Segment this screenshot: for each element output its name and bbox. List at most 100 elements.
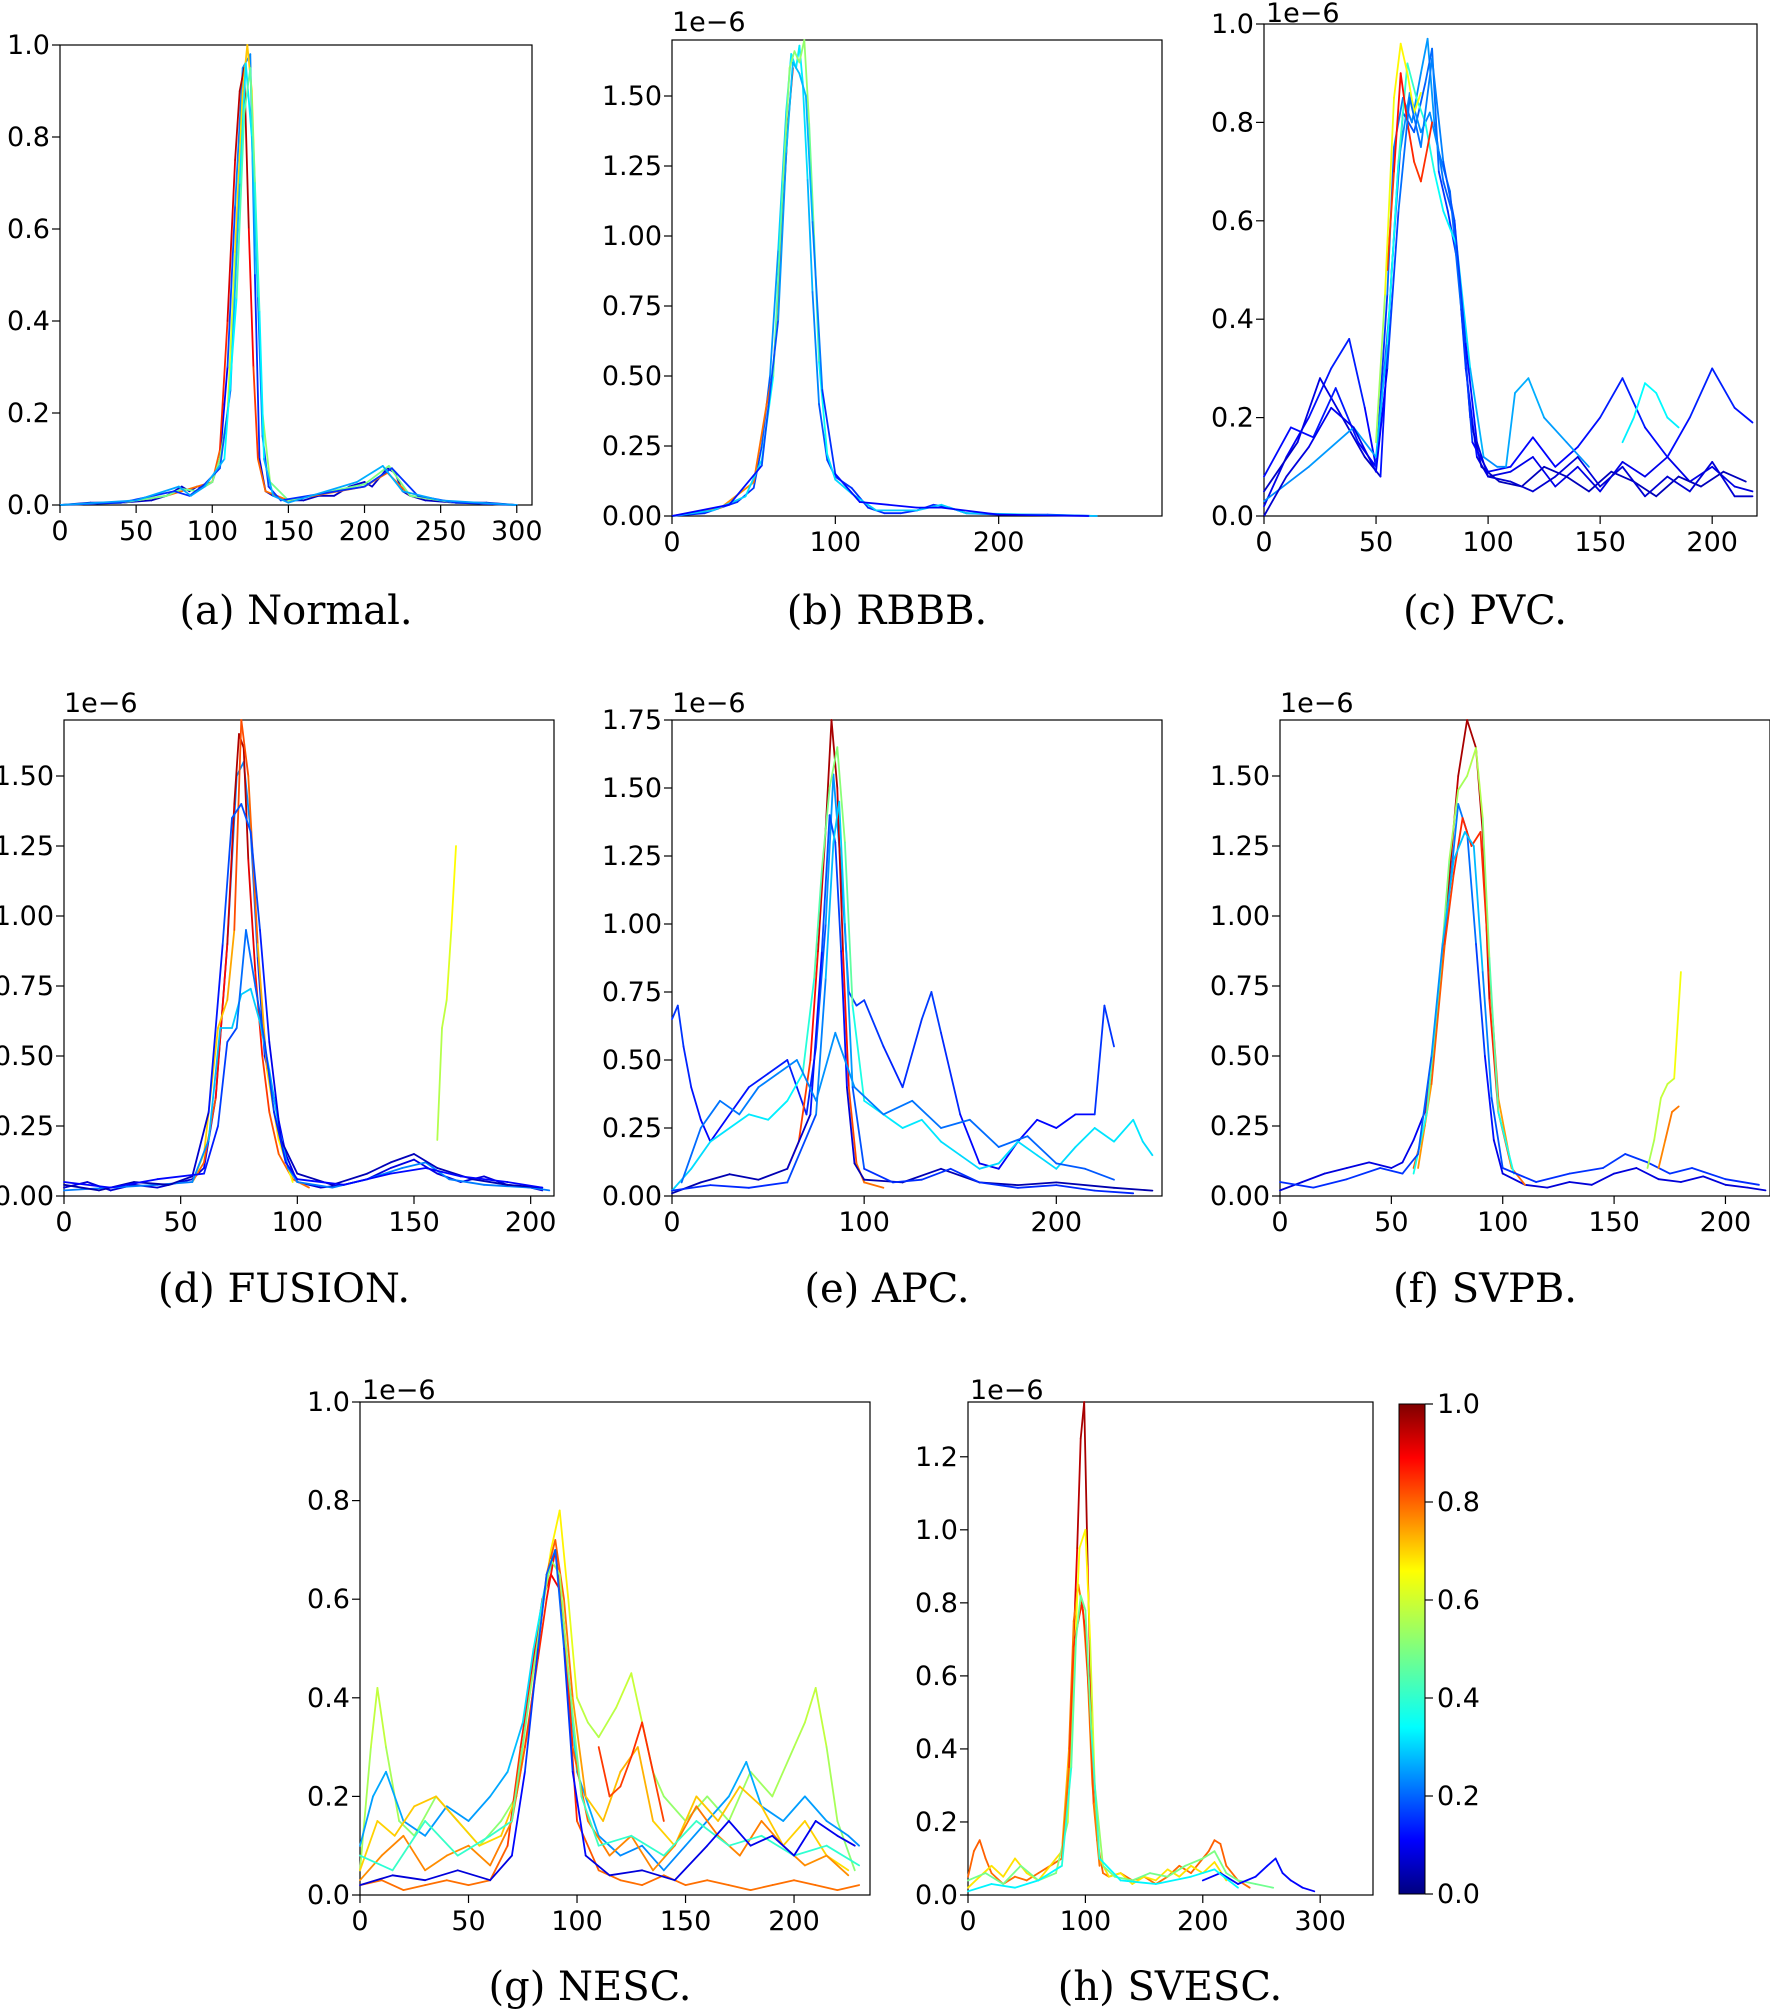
x-tick-label: 200	[339, 516, 391, 547]
trace-segment-h-5-11	[1119, 1879, 1157, 1885]
trace-segment-e-0-8	[767, 1059, 789, 1075]
trace-segment-h-0-26	[1178, 1864, 1192, 1874]
trace-segment-h-0-0	[967, 1850, 975, 1878]
trace-segment-d-1-4	[233, 733, 240, 805]
trace-segment-g-1-23	[771, 1879, 795, 1886]
trace-segment-g-3-21	[695, 1795, 719, 1822]
trace-segment-a-4-12	[272, 494, 290, 504]
trace-segment-e-0-19	[901, 1018, 923, 1089]
trace-segment-c-1-11	[1437, 170, 1449, 212]
trace-segment-c-6-9	[1420, 57, 1433, 148]
trace-segment-f-4-14	[1535, 1172, 1571, 1183]
trace-segment-e-4-5	[776, 1059, 798, 1075]
trace-segment-d-6-2	[445, 929, 453, 1001]
trace-segment-g-3-19	[652, 1820, 676, 1847]
trace-segment-f-3-3	[1448, 789, 1460, 861]
trace-segment-c-2-15	[1487, 465, 1512, 473]
trace-segment-g-5-0	[359, 1854, 394, 1872]
trace-segment-e-3-16	[1017, 1181, 1058, 1186]
trace-segment-e-5-16	[1055, 1184, 1096, 1192]
x-tick-label: 200	[1686, 527, 1738, 558]
trace-segment-c-1-7	[1402, 111, 1415, 134]
trace-segment-c-3-6	[1406, 62, 1418, 99]
trace-segment-f-6-1	[1664, 1111, 1673, 1141]
trace-segment-e-0-30	[1093, 1004, 1106, 1116]
trace-segment-c-1-0	[1263, 441, 1299, 493]
trace-segment-c-6-16	[1509, 480, 1534, 493]
trace-segment-g-7-18	[749, 1834, 774, 1847]
y-tick-label: 1.0	[915, 1515, 958, 1546]
trace-segment-f-3-7	[1481, 817, 1491, 959]
trace-segment-g-7-17	[728, 1820, 752, 1847]
trace-segment-c-0-2	[1307, 367, 1333, 419]
trace-segment-h-3-1	[1219, 1872, 1239, 1885]
panel-c-caption: (c) PVC.	[1403, 588, 1567, 634]
trace-segment-e-4-17	[1084, 1167, 1115, 1181]
trace-segment-d-5-11	[284, 1161, 299, 1181]
trace-segment-d-3-13	[296, 1181, 334, 1189]
trace-segment-f-3-9	[1497, 1111, 1515, 1175]
trace-segment-g-3-16	[602, 1770, 622, 1822]
trace-segment-g-1-24	[793, 1879, 817, 1886]
trace-segment-h-3-8	[1301, 1886, 1316, 1893]
trace-segment-g-4-10	[545, 1549, 557, 1601]
trace-segment-b-3-3	[777, 151, 788, 321]
trace-segment-e-0-27	[1036, 1118, 1058, 1129]
trace-segment-c-0-22	[1576, 465, 1601, 493]
trace-segment-d-1-10	[268, 1111, 280, 1155]
trace-segment-a-0-13	[234, 67, 244, 207]
trace-segment-c-7-2	[1644, 382, 1658, 394]
trace-segment-d-1-2	[214, 943, 229, 1099]
trace-segment-e-4-7	[815, 1031, 837, 1102]
trace-segment-g-7-19	[771, 1834, 795, 1857]
trace-segment-e-5-8	[844, 923, 854, 1089]
trace-segment-c-4-3	[1406, 121, 1415, 163]
trace-segment-c-5-4	[1406, 72, 1415, 114]
trace-segment-g-1-14	[576, 1820, 600, 1872]
trace-segment-c-0-25	[1644, 456, 1669, 478]
trace-segment-g-2-1	[372, 1770, 387, 1798]
trace-segment-d-4-0	[63, 1183, 100, 1192]
x-tick-label: 0	[351, 1906, 368, 1937]
trace-segment-a-3-2	[173, 490, 191, 497]
x-tick-label: 100	[810, 527, 862, 558]
y-tick-label: 0.8	[307, 1486, 350, 1517]
trace-segment-b-2-12	[818, 361, 829, 456]
trace-segment-b-0-5	[769, 249, 780, 377]
x-tick-label: 200	[505, 1207, 557, 1238]
trace-segment-f-4-10	[1472, 845, 1484, 973]
trace-segment-a-4-2	[177, 485, 192, 497]
trace-segment-g-7-3	[456, 1869, 492, 1882]
trace-segment-c-3-8	[1424, 121, 1436, 173]
y-tick-label: 0.25	[602, 431, 662, 462]
trace-segment-d-4-10	[259, 929, 271, 1043]
trace-segment-d-3-16	[401, 1161, 427, 1169]
trace-segment-c-3-19	[1565, 441, 1590, 468]
trace-segment-a-4-17	[439, 499, 518, 506]
trace-segment-e-5-2	[748, 1181, 789, 1189]
y-tick-label: 1.2	[915, 1442, 958, 1473]
colorbar-tick-label: 0.4	[1437, 1683, 1480, 1714]
y-tick-label: 1.50	[0, 761, 54, 792]
trace-segment-g-0-16	[576, 1696, 589, 1724]
trace-segment-c-6-6	[1386, 210, 1400, 370]
trace-segment-g-4-16	[630, 1834, 654, 1872]
trace-segment-c-6-23	[1666, 475, 1691, 493]
trace-segment-h-5-9	[1090, 1729, 1101, 1860]
trace-segment-g-0-28	[771, 1746, 795, 1798]
trace-segment-g-7-5	[510, 1770, 526, 1857]
trace-segment-d-5-12	[296, 1178, 345, 1186]
trace-segment-d-4-12	[280, 1139, 299, 1175]
trace-segment-h-0-3	[984, 1857, 993, 1874]
trace-segment-g-4-6	[489, 1820, 513, 1867]
y-tick-label: 1.00	[602, 909, 662, 940]
y-tick-label: 0.0	[1211, 501, 1254, 532]
y-tick-label: 0.8	[915, 1588, 958, 1619]
trace-segment-c-0-12	[1426, 37, 1436, 124]
trace-segment-c-4-1	[1393, 72, 1402, 173]
trace-segment-h-5-6	[1075, 1594, 1082, 1641]
trace-segment-c-6-5	[1375, 367, 1389, 473]
trace-segment-g-5-2	[424, 1820, 459, 1857]
trace-segment-b-0-12	[806, 179, 814, 293]
trace-segment-c-2-16	[1509, 436, 1534, 468]
